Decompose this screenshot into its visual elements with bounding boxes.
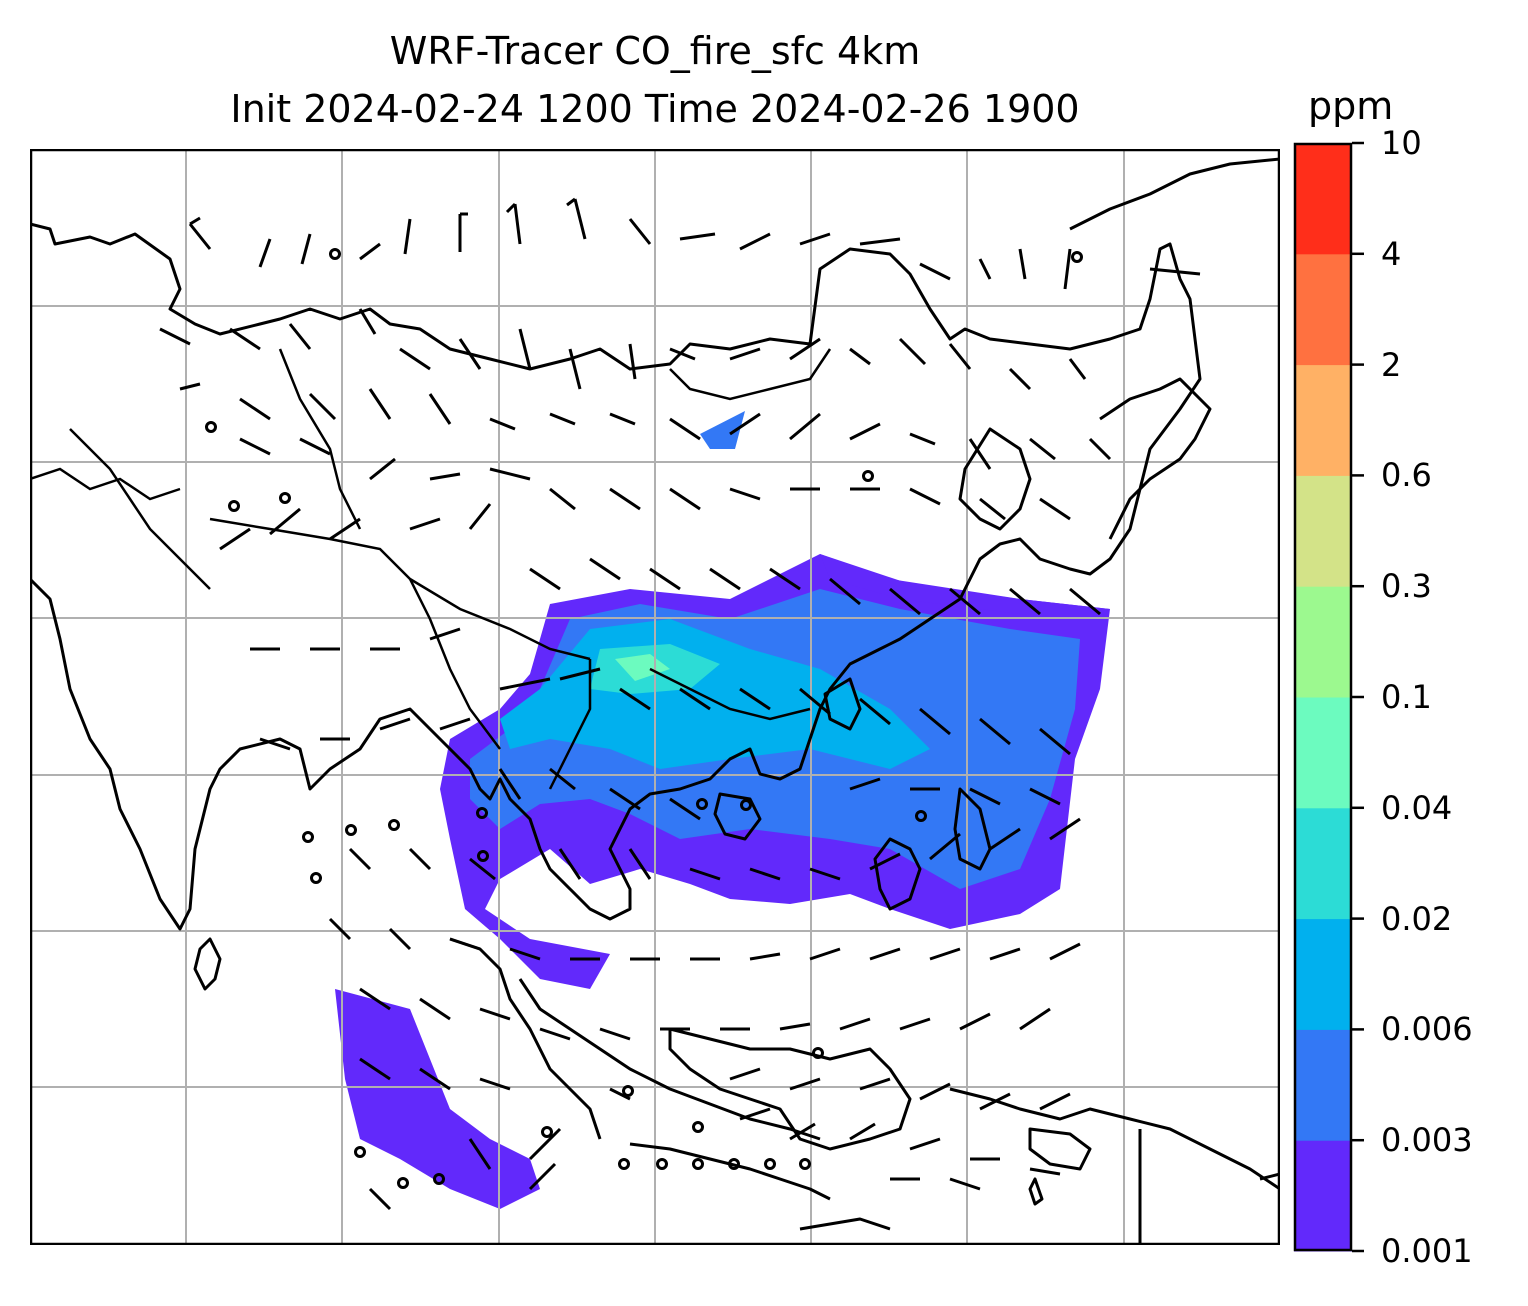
colorbar-unit: ppm <box>1308 84 1394 128</box>
calm-wind-circles <box>205 248 1083 1189</box>
plume-south <box>335 989 540 1209</box>
plume-east-band <box>820 554 1110 619</box>
map-border <box>30 149 1280 1245</box>
colorbar-tick-label: 0.003 <box>1381 1121 1473 1160</box>
map-area <box>30 149 1280 1245</box>
colorbar-tick-label: 4 <box>1381 234 1402 273</box>
colorbar-band <box>1294 918 1352 1030</box>
colorbar-band <box>1294 143 1352 255</box>
colorbar-tick-label: 10 <box>1381 124 1422 162</box>
colorbar-tick-label: 0.006 <box>1381 1010 1473 1049</box>
map-title-line2: Init 2024-02-24 1200 Time 2024-02-26 190… <box>230 87 1080 131</box>
colorbar-band <box>1294 807 1352 920</box>
colorbar-tick-label: 0.04 <box>1381 788 1453 827</box>
plume-north <box>700 411 745 449</box>
borders <box>30 348 832 790</box>
colorbar-band <box>1294 1029 1352 1141</box>
colorbar-band <box>1294 364 1352 476</box>
colorbar-band <box>1294 697 1352 809</box>
tracer-shading <box>335 411 1110 1209</box>
colorbar-tick-label: 2 <box>1381 345 1402 384</box>
coastlines <box>30 157 1280 1245</box>
colorbar-band <box>1294 586 1352 698</box>
map-title-line1: WRF-Tracer CO_fire_sfc 4km <box>389 29 921 73</box>
plume-max <box>615 654 670 681</box>
colorbar-tick-label: 0.02 <box>1381 899 1453 938</box>
colorbar <box>1293 141 1364 1253</box>
colorbar-band <box>1294 253 1352 366</box>
colorbar-tick-label: 0.3 <box>1381 567 1432 606</box>
colorbar-band <box>1294 475 1352 587</box>
wind-barbs <box>159 197 1201 1211</box>
colorbar-tick-label: 0.001 <box>1381 1232 1473 1270</box>
colorbar-tick-label: 0.1 <box>1381 678 1432 716</box>
colorbar-band <box>1294 1140 1352 1252</box>
colorbar-tick-label: 0.6 <box>1381 456 1432 495</box>
